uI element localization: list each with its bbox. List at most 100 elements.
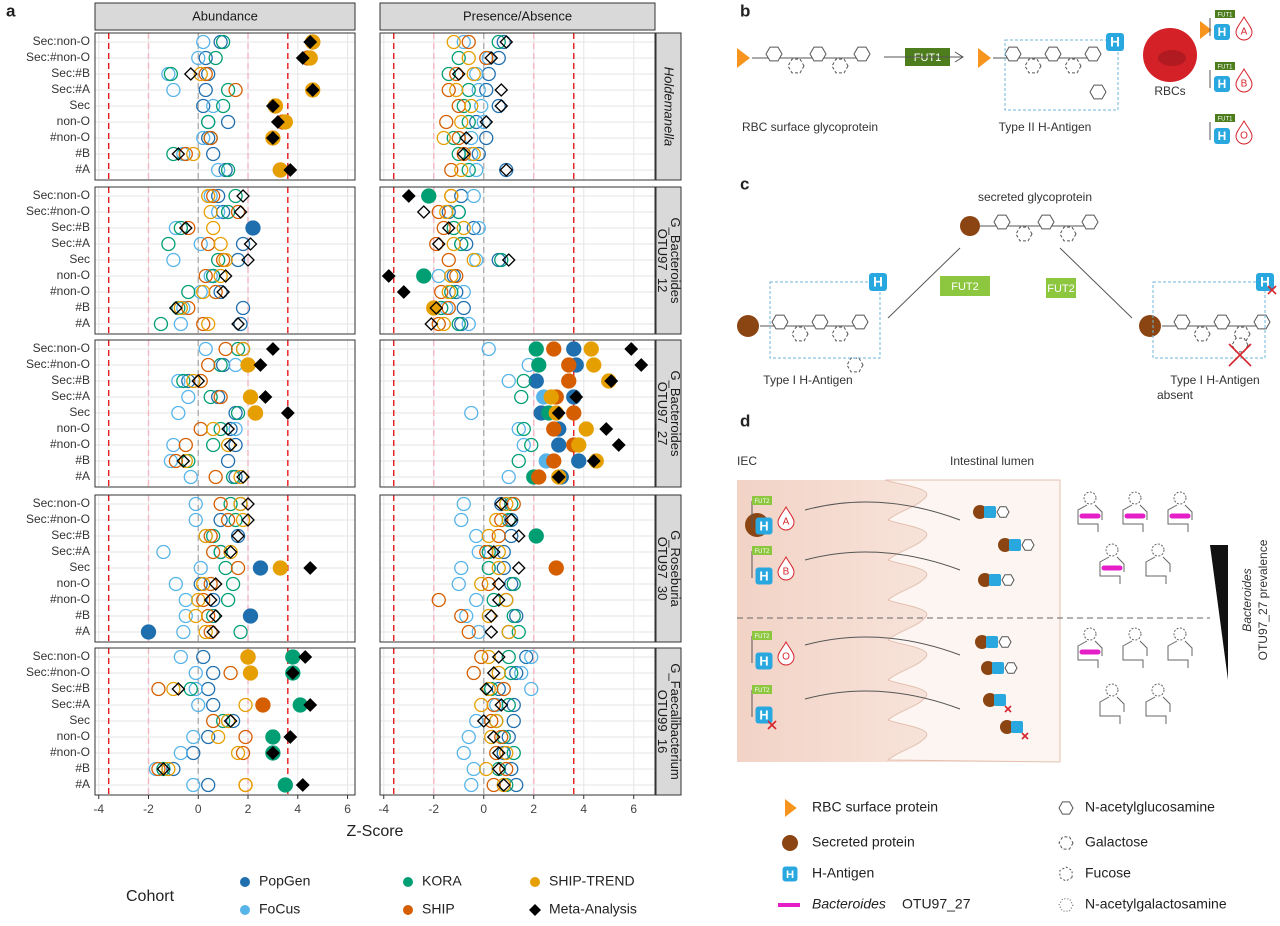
- cohort-point: [220, 437, 236, 453]
- cohort-point: [186, 777, 201, 793]
- enzyme: [1215, 62, 1235, 70]
- arrow: [804, 690, 961, 710]
- person-head: [1083, 491, 1097, 505]
- h-antigen-label: H: [759, 518, 768, 533]
- cohort-point: [247, 405, 264, 421]
- blood-group: [1235, 119, 1253, 145]
- cohort-point: [496, 681, 511, 697]
- cohort-point: [153, 316, 169, 332]
- h-antigen: [994, 694, 1006, 706]
- cohort-point: [193, 373, 208, 389]
- cohort-point: [206, 544, 221, 560]
- cohort-point: [211, 204, 226, 220]
- cohort-point: [252, 560, 269, 576]
- cohort-point: [225, 713, 241, 729]
- cohort-point: [561, 357, 577, 373]
- sugar: [1001, 574, 1015, 586]
- person-head: [1105, 683, 1119, 697]
- strip: [655, 494, 682, 643]
- label: H-Antigen: [812, 865, 874, 881]
- meta-point: [491, 650, 506, 664]
- cohort-point: [474, 98, 489, 114]
- meta-point: [484, 625, 499, 639]
- meta-point: [431, 237, 446, 251]
- rbc-protein: [785, 799, 797, 817]
- cohort-point: [486, 777, 501, 793]
- row-label: Sec:non-O: [33, 188, 90, 202]
- cohort-point: [489, 745, 504, 761]
- cohort-point: [511, 624, 526, 640]
- h-antigen-label: H: [786, 869, 794, 881]
- legend-marker: [240, 877, 250, 887]
- row-label: #non-O: [50, 284, 90, 298]
- person-gut: [1145, 696, 1171, 724]
- cohort-point: [506, 608, 521, 624]
- meta-point: [241, 513, 255, 527]
- meta-point: [280, 406, 295, 420]
- cohort-point: [163, 66, 179, 82]
- cohort-point: [416, 268, 432, 284]
- meta-point: [243, 237, 258, 251]
- cohort-point: [491, 665, 506, 681]
- cohort-point: [566, 341, 582, 357]
- h-antigen: [869, 273, 887, 291]
- sugar: [831, 326, 849, 342]
- meta-point: [171, 147, 186, 161]
- blood-group-label: A: [783, 517, 790, 528]
- cohort-point: [220, 453, 236, 469]
- cohort-point: [220, 512, 236, 528]
- meta-point: [569, 390, 584, 404]
- cohort-point: [211, 252, 226, 268]
- x-tick-label: -4: [378, 802, 389, 816]
- cohort-point: [198, 341, 213, 357]
- person-gut: [1099, 696, 1125, 724]
- meta-point: [233, 205, 248, 219]
- cohort-point: [456, 220, 471, 236]
- person-gut: [1167, 640, 1193, 668]
- cohort-point: [439, 204, 454, 220]
- x-axis-title: Z-Score: [347, 823, 404, 840]
- legend-title: Cohort: [126, 888, 175, 905]
- cohort-point: [186, 146, 201, 162]
- meta-point: [168, 301, 183, 315]
- cohort-point: [456, 745, 471, 761]
- secreted-protein: [782, 835, 798, 851]
- strip-label: OTU97_12: [655, 229, 670, 293]
- sugar: [1253, 314, 1271, 330]
- cohort-point: [178, 608, 193, 624]
- blood-group-label: B: [1241, 79, 1248, 90]
- enzyme-label: FUT1: [914, 52, 942, 64]
- cohort-point: [546, 421, 562, 437]
- meta-point: [381, 269, 396, 283]
- cohort-point: [213, 512, 228, 528]
- meta-point: [416, 205, 431, 219]
- cohort-point: [156, 544, 171, 560]
- sugar: [996, 506, 1010, 518]
- row-label: #non-O: [50, 130, 90, 144]
- cohort-point: [501, 469, 516, 485]
- cohort-point: [161, 761, 176, 777]
- cohort-point: [230, 745, 246, 761]
- cohort-point: [514, 389, 529, 405]
- cohort-point: [528, 341, 544, 357]
- meta-point: [401, 189, 416, 203]
- row-label: #A: [75, 469, 90, 483]
- cohort-point: [469, 114, 484, 130]
- sugar: [765, 46, 783, 62]
- cohort-point: [242, 608, 259, 624]
- cohort-point: [481, 608, 496, 624]
- cohort-point: [466, 252, 481, 268]
- cohort-point: [166, 681, 181, 697]
- person-gut: [1077, 640, 1103, 668]
- meta-point: [484, 609, 499, 623]
- cohort-point: [524, 681, 539, 697]
- cohort-point: [429, 236, 444, 252]
- cohort-point: [454, 236, 469, 252]
- secreted-protein: [978, 573, 992, 587]
- meta-point: [206, 625, 221, 639]
- cohort-point: [524, 649, 539, 665]
- cohort-point: [206, 592, 221, 608]
- cohort-point: [213, 389, 228, 405]
- person-gut: [1145, 556, 1171, 584]
- row-label: Sec:#non-O: [26, 512, 90, 526]
